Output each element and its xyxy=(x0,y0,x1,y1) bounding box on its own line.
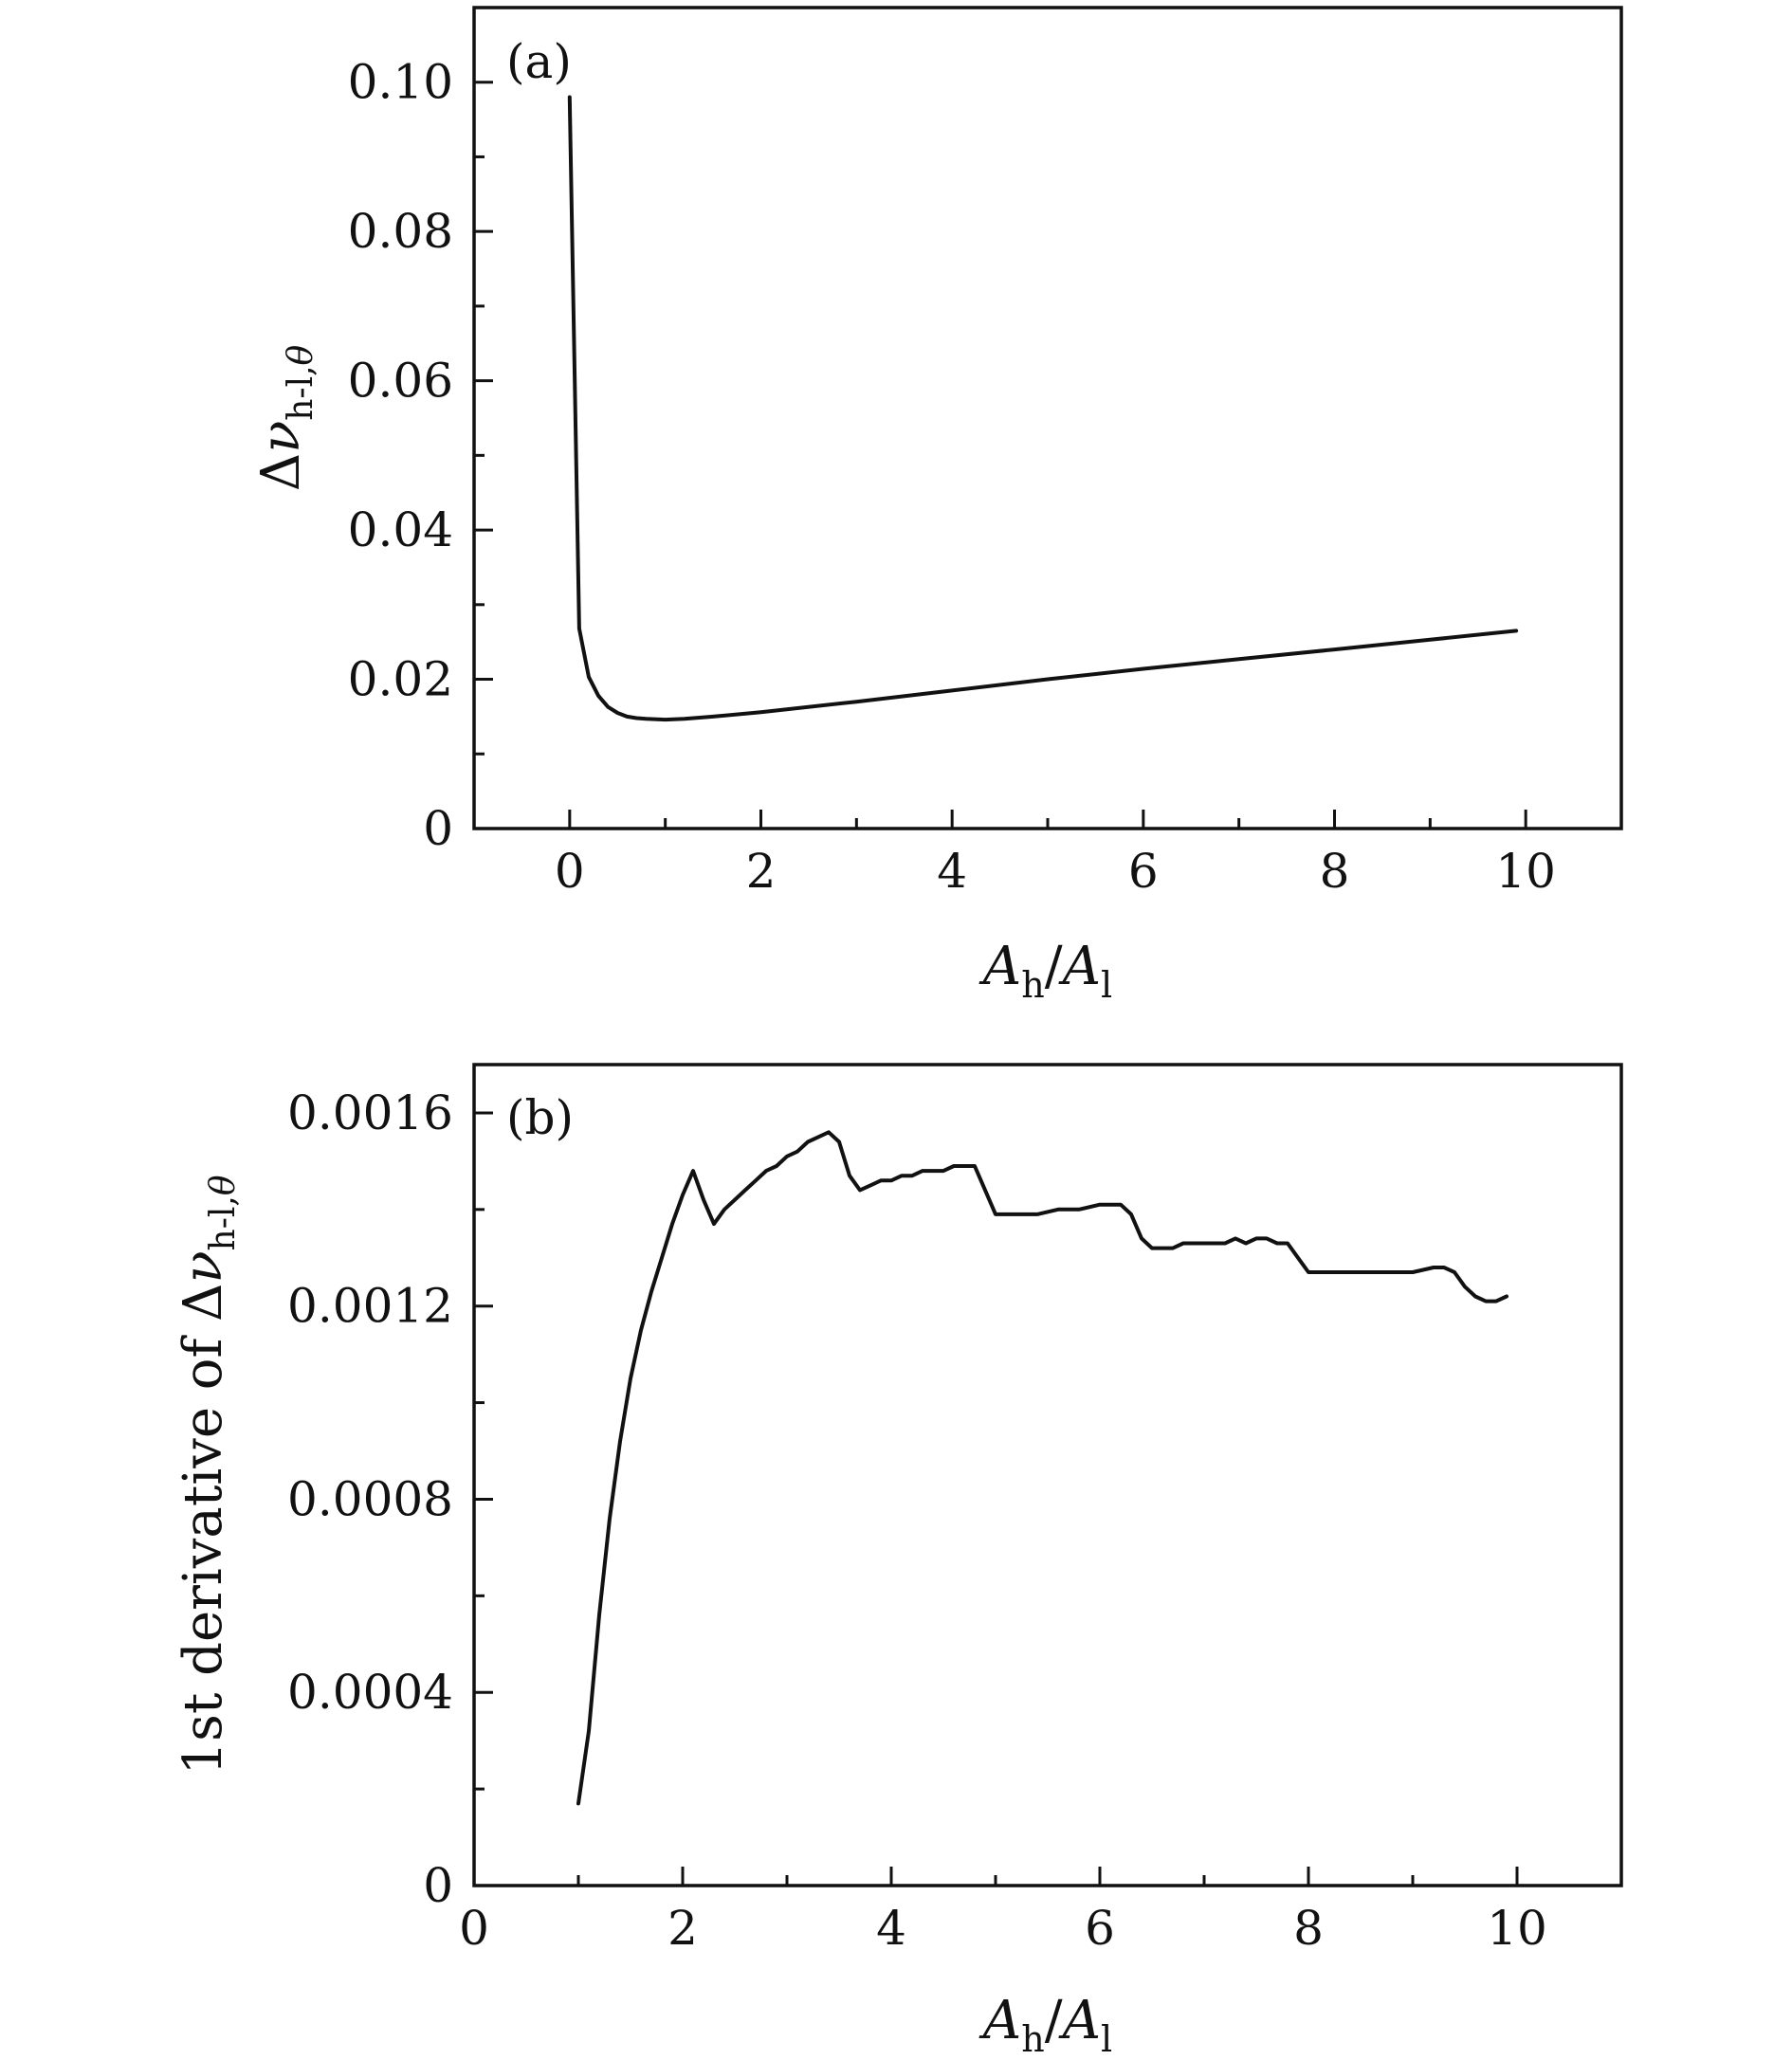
y-axis-label-b: 1st derivative of Δνh-l,θ xyxy=(173,1175,243,1775)
y-tick-label-a: 0.04 xyxy=(348,502,453,557)
x-axis-label-b: Ah/Al xyxy=(978,1990,1112,2060)
y-axis-label-a: Δνh-l,θ xyxy=(250,344,320,491)
ticks-a: 0 2 4 6 8 10 0 0.02 0.04 0.06 0.08 0.10 xyxy=(348,55,1556,899)
y-tick-label-a: 0.08 xyxy=(348,204,453,259)
panel-b: 0 2 4 6 8 10 0 0.0004 0.0008 0.0012 0.0016 (b) Ah/… xyxy=(173,1063,1623,2060)
ticks-b: 0 2 4 6 8 10 0 0.0004 0.0008 0.0012 0.0016 xyxy=(287,1085,1547,1956)
y-tick-label-a: 0.02 xyxy=(348,652,453,707)
panel-label-a: (a) xyxy=(506,34,572,89)
x-tick-label-b: 8 xyxy=(1293,1901,1324,1956)
y-tick-label-a: 0 xyxy=(423,801,453,856)
y-tick-label-b: 0.0016 xyxy=(287,1085,453,1140)
y-tick-label-b: 0.0012 xyxy=(287,1279,453,1334)
data-series-line-b xyxy=(576,1130,1509,1806)
x-tick-label-a: 6 xyxy=(1128,844,1159,899)
x-tick-label-a: 10 xyxy=(1495,844,1556,899)
x-tick-label-b: 2 xyxy=(667,1901,698,1956)
x-tick-label-a: 2 xyxy=(746,844,777,899)
x-tick-label-a: 0 xyxy=(555,844,585,899)
y-tick-label-b: 0.0008 xyxy=(287,1471,453,1526)
y-tick-label-a: 0.06 xyxy=(348,354,453,409)
panel-label-b: (b) xyxy=(506,1090,574,1145)
x-tick-label-a: 8 xyxy=(1320,844,1350,899)
y-tick-label-b: 0 xyxy=(423,1858,453,1913)
x-axis-label-a: Ah/Al xyxy=(978,936,1112,1006)
x-tick-label-a: 4 xyxy=(937,844,967,899)
x-tick-label-b: 0 xyxy=(459,1901,489,1956)
y-tick-label-a: 0.10 xyxy=(348,55,453,110)
y-tick-label-b: 0.0004 xyxy=(287,1665,453,1720)
data-series-line-a xyxy=(567,95,1519,722)
plot-frame-b xyxy=(472,1063,1623,1887)
x-tick-label-b: 6 xyxy=(1085,1901,1115,1956)
plot-frame-a xyxy=(472,6,1623,830)
panel-a: 0 2 4 6 8 10 0 0.02 0.04 0.06 0.08 0.10 (a) Ah/Al Δ… xyxy=(250,6,1623,1006)
x-tick-label-b: 10 xyxy=(1487,1901,1547,1956)
x-tick-label-b: 4 xyxy=(876,1901,906,1956)
